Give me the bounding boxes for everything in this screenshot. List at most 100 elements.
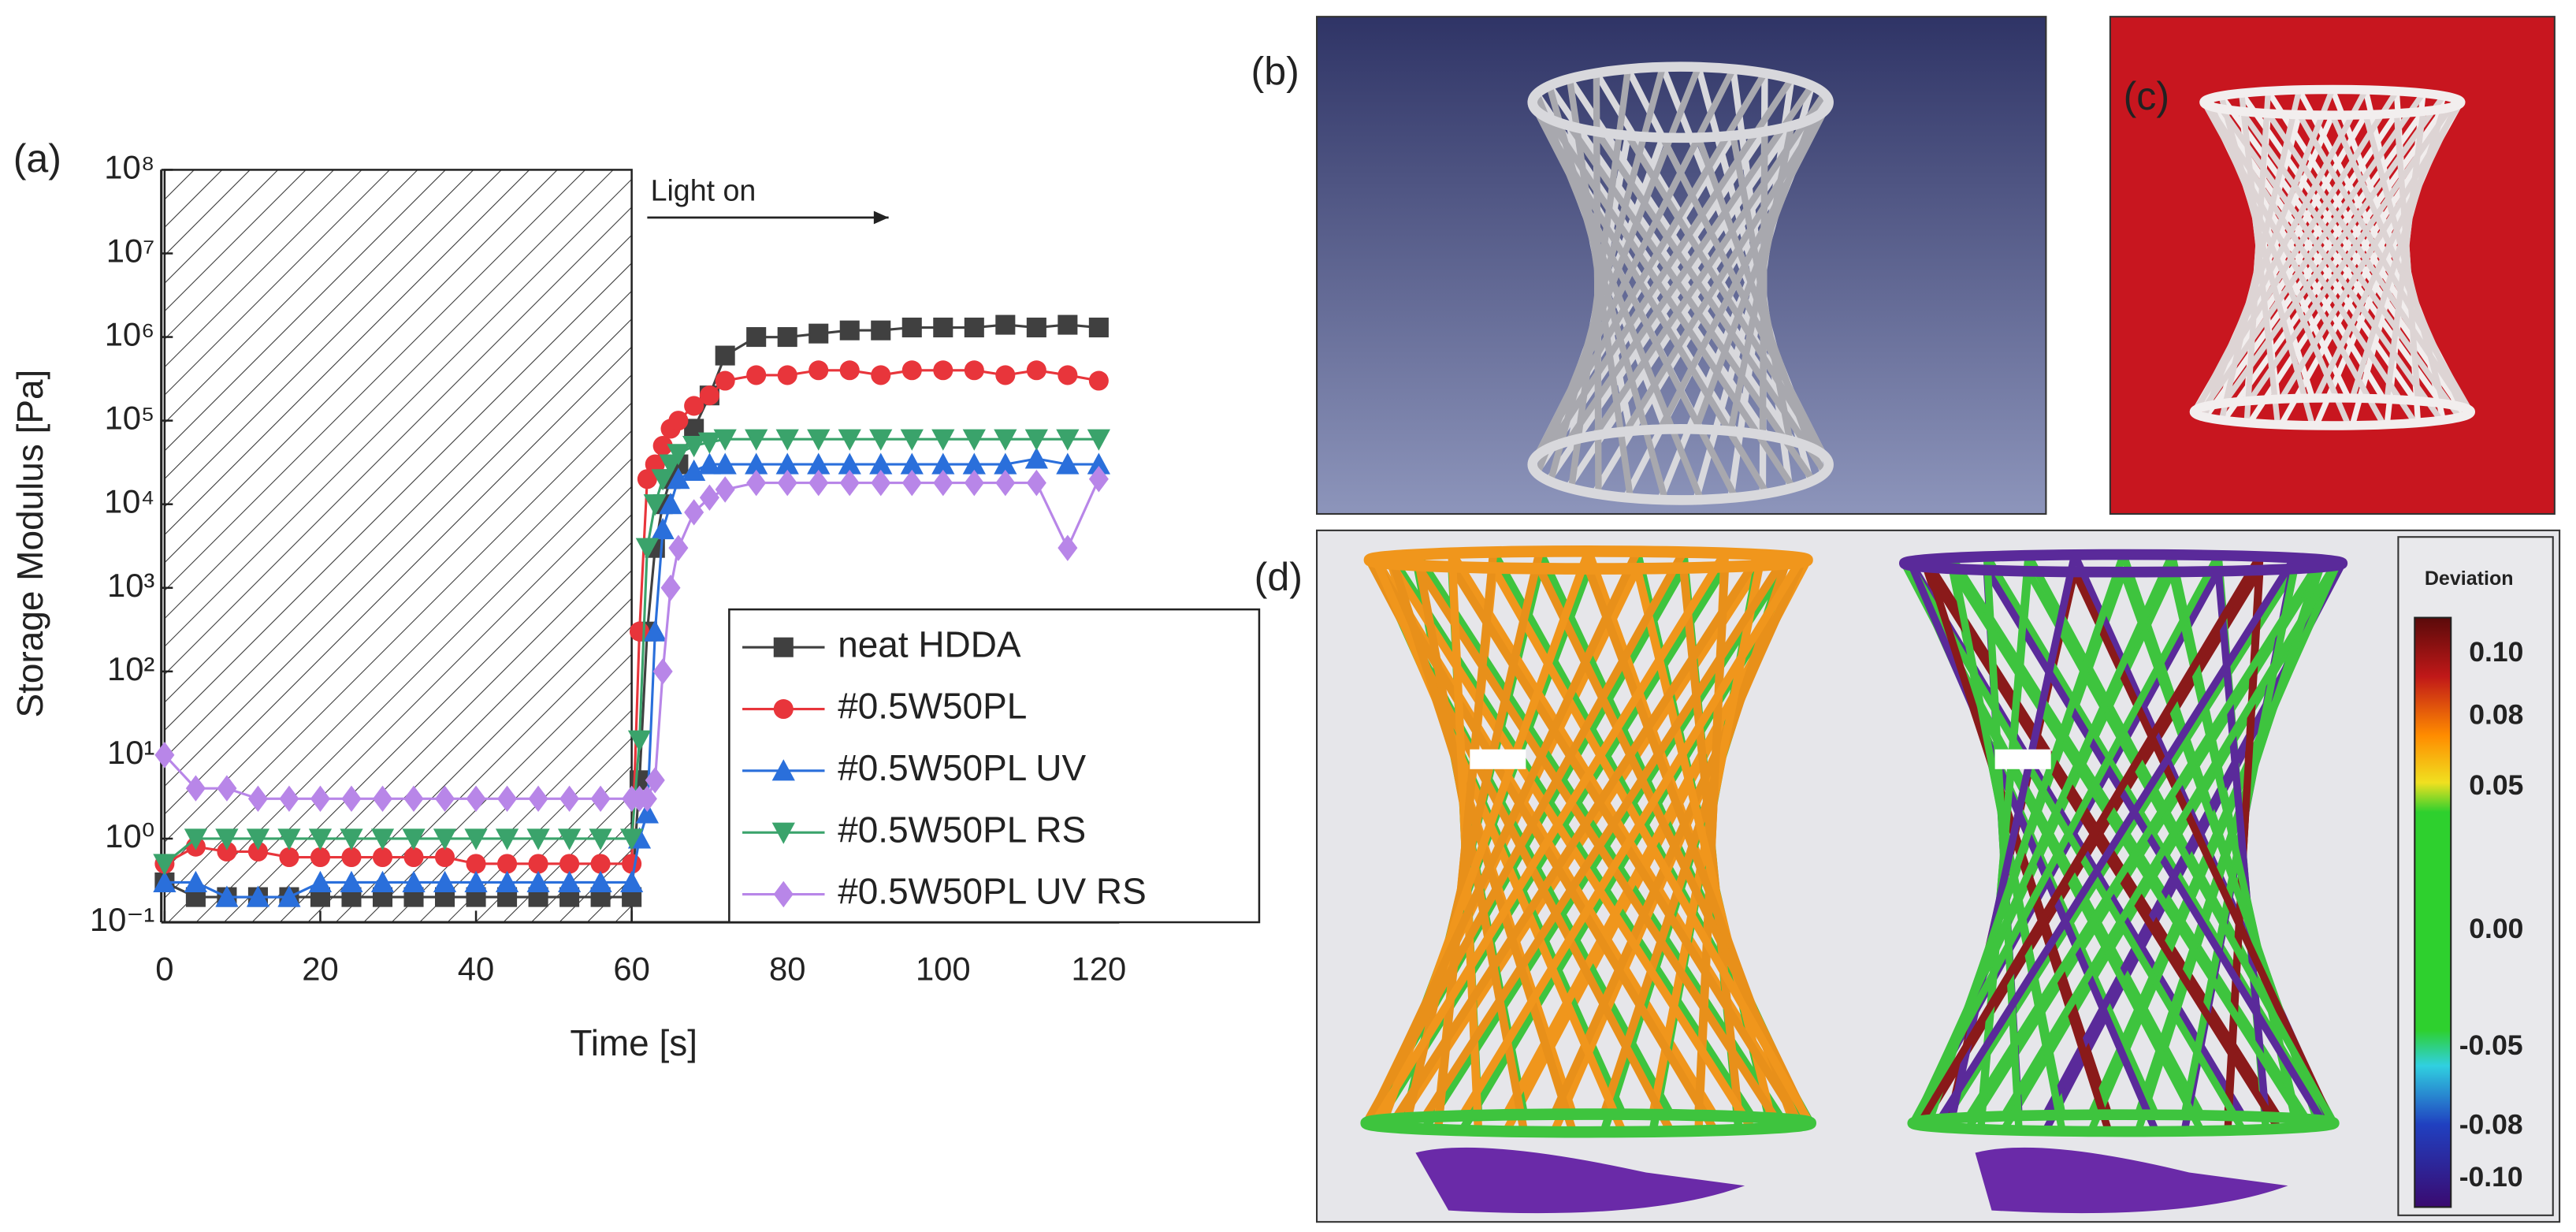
legend-marker xyxy=(773,698,794,720)
arrow-head xyxy=(873,210,889,225)
marker xyxy=(370,828,395,850)
x-tick-label: 80 xyxy=(769,951,805,988)
marker xyxy=(995,315,1016,335)
marker xyxy=(622,854,642,874)
strut xyxy=(1909,551,2222,1126)
marker xyxy=(745,452,768,475)
marker xyxy=(1087,452,1110,475)
marker xyxy=(217,775,237,802)
strut xyxy=(1387,552,1756,1122)
marker xyxy=(217,841,237,862)
strut xyxy=(1364,547,1641,1129)
marker xyxy=(699,385,719,406)
y-axis-title: Storage Modulus [Pa] xyxy=(9,370,50,718)
marker xyxy=(995,469,1016,497)
marker xyxy=(559,854,580,874)
marker xyxy=(682,436,706,458)
marker xyxy=(777,327,797,348)
marker xyxy=(964,360,984,381)
marker xyxy=(433,828,457,850)
marker xyxy=(684,396,704,416)
marker xyxy=(807,429,831,451)
y-tick-label: 10⁸ xyxy=(104,148,154,185)
legend-label: neat HDDA xyxy=(838,623,1021,664)
marker xyxy=(372,847,393,868)
x-tick-label: 0 xyxy=(155,951,173,988)
strut xyxy=(2191,87,2369,417)
marker xyxy=(589,870,612,892)
marker xyxy=(1024,429,1048,451)
legend-label: #0.5W50PL UV RS xyxy=(838,871,1147,912)
scale-bar xyxy=(1470,749,1526,769)
marker xyxy=(279,847,299,868)
y-tick-label: 10⁶ xyxy=(105,316,155,353)
marker xyxy=(645,767,665,794)
marker xyxy=(839,320,860,341)
colorbar-label: 0.08 xyxy=(2469,698,2523,730)
strut xyxy=(1948,564,2310,1131)
marker xyxy=(931,429,955,451)
marker xyxy=(697,432,722,454)
marker xyxy=(933,360,953,381)
strut xyxy=(1591,90,1828,439)
marker xyxy=(246,885,270,907)
marker xyxy=(643,494,667,516)
ring xyxy=(1363,545,1813,575)
strut xyxy=(2238,108,2463,421)
strut xyxy=(1600,560,1790,1118)
marker xyxy=(713,429,737,451)
marker xyxy=(308,828,333,850)
strut xyxy=(2202,90,2426,410)
legend-label: #0.5W50PL RS xyxy=(838,809,1086,850)
y-tick-label: 10² xyxy=(107,650,154,687)
marker xyxy=(153,870,177,892)
strut xyxy=(2205,102,2418,426)
marker xyxy=(900,429,924,451)
marker xyxy=(808,469,829,497)
strut xyxy=(1693,115,1816,433)
marker xyxy=(871,320,891,341)
ring xyxy=(2199,84,2466,120)
strut xyxy=(1917,553,2264,1125)
marker xyxy=(526,828,550,850)
marker xyxy=(1058,315,1078,335)
marker xyxy=(184,870,208,892)
marker xyxy=(184,828,208,850)
y-tick-label: 10¹ xyxy=(107,734,154,771)
marker xyxy=(495,828,519,850)
ring xyxy=(1898,549,2348,578)
marker xyxy=(994,429,1017,451)
marker xyxy=(652,436,673,456)
marker xyxy=(620,828,644,850)
strut xyxy=(1544,75,1795,452)
strut xyxy=(2247,95,2459,404)
marker xyxy=(340,870,363,892)
marker xyxy=(557,828,582,850)
marker xyxy=(713,452,737,475)
marker xyxy=(635,802,660,824)
marker xyxy=(466,854,486,874)
marker xyxy=(464,828,488,850)
marker xyxy=(403,847,424,868)
legend-marker xyxy=(771,822,795,844)
colorbar-label: 0.00 xyxy=(2469,913,2523,944)
marker xyxy=(1026,469,1046,497)
chart-a: (a) Storage Modulus [Pa] Time [s] 10⁸ 10⁷… xyxy=(9,136,1261,1063)
marker xyxy=(308,870,333,892)
strut xyxy=(1550,557,1806,1118)
ring xyxy=(1907,1109,2340,1137)
colorbar-label: 0.05 xyxy=(2469,769,2523,801)
marker xyxy=(869,452,893,475)
strut xyxy=(1906,561,2247,1134)
ring xyxy=(1527,423,1834,505)
strut xyxy=(1936,564,2299,1131)
marker xyxy=(153,854,177,876)
marker xyxy=(684,499,704,526)
y-tick-label: 10⁷ xyxy=(106,233,155,270)
marker xyxy=(962,429,986,451)
marker xyxy=(651,517,675,540)
strut xyxy=(1564,82,1816,445)
strut xyxy=(1413,550,1786,1123)
x-tick-label: 20 xyxy=(302,951,338,988)
